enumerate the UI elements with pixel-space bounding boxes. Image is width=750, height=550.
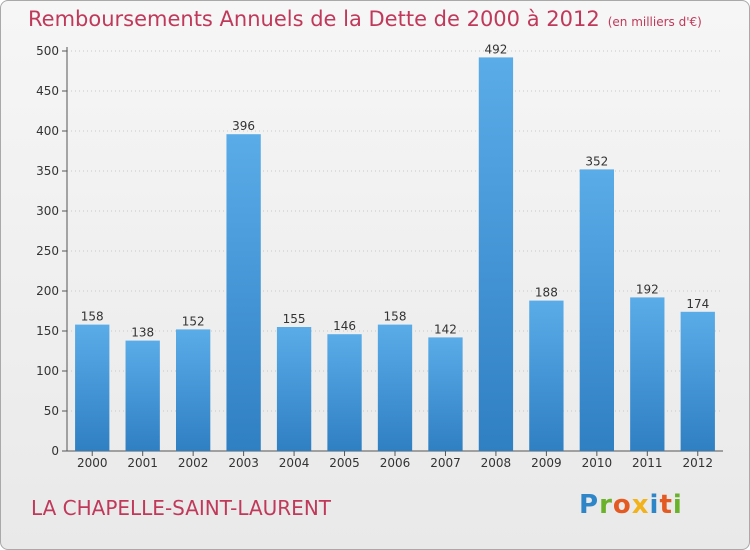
- proxiti-logo: Proxiti: [579, 490, 683, 520]
- logo-letter: r: [599, 490, 613, 520]
- data-label: 158: [384, 310, 407, 324]
- y-tick-label: 200: [36, 284, 59, 298]
- x-tick-label: 2011: [632, 456, 663, 470]
- logo-letter: o: [612, 490, 632, 520]
- data-label: 492: [484, 42, 507, 56]
- bar: [529, 300, 564, 451]
- data-label: 155: [283, 312, 306, 326]
- data-label: 192: [636, 282, 659, 296]
- data-label: 188: [535, 286, 558, 300]
- data-label: 146: [333, 319, 356, 333]
- labels: 2000 158 2001 138 2002 152 2003 396 2004 155 2005 1…: [77, 42, 713, 470]
- logo-letter: P: [579, 490, 600, 520]
- bar: [579, 169, 615, 451]
- y-tick-label: 100: [36, 364, 59, 378]
- bar: [276, 327, 312, 451]
- bar: [75, 324, 110, 451]
- x-tick-label: 2004: [279, 456, 310, 470]
- data-label: 142: [434, 322, 457, 336]
- x-tick-label: 2001: [127, 456, 158, 470]
- bar: [428, 337, 463, 451]
- x-tick-label: 2009: [531, 456, 562, 470]
- x-tick-label: 2002: [178, 456, 209, 470]
- bar: [377, 324, 413, 451]
- x-tick-label: 2005: [329, 456, 360, 470]
- bars: [75, 57, 715, 452]
- x-tick-label: 2012: [682, 456, 713, 470]
- y-tick-label: 450: [36, 84, 59, 98]
- bar: [175, 329, 211, 451]
- y-tick-label: 350: [36, 164, 59, 178]
- logo-letter: x: [631, 490, 650, 520]
- bar: [226, 134, 261, 451]
- data-label: 152: [182, 314, 205, 328]
- city-name: LA CHAPELLE-SAINT-LAURENT: [31, 496, 331, 520]
- x-tick-label: 2003: [228, 456, 259, 470]
- y-tick-label: 300: [36, 204, 59, 218]
- data-label: 352: [585, 154, 608, 168]
- y-tick-label: 50: [44, 404, 59, 418]
- data-label: 396: [232, 119, 255, 133]
- data-label: 158: [81, 310, 104, 324]
- chart-title-text: Remboursements Annuels de la Dette de 20…: [28, 7, 600, 31]
- logo-letter: i: [672, 490, 683, 520]
- bar: [478, 57, 514, 452]
- logo-letter: t: [659, 490, 673, 520]
- x-tick-label: 2006: [380, 456, 411, 470]
- data-label: 174: [686, 297, 709, 311]
- chart-unit-label: (en milliers d'€): [607, 15, 702, 29]
- data-label: 138: [131, 326, 154, 340]
- y-tick-label: 250: [36, 244, 59, 258]
- x-tick-label: 2007: [430, 456, 461, 470]
- y-tick-label: 500: [36, 44, 59, 58]
- bar: [327, 334, 362, 451]
- y-tick-label: 0: [51, 444, 59, 458]
- x-tick-label: 2008: [481, 456, 512, 470]
- chart-title: Remboursements Annuels de la Dette de 20…: [28, 7, 702, 31]
- logo-letter: i: [649, 490, 660, 520]
- bar: [630, 297, 665, 451]
- bar: [680, 311, 715, 451]
- x-tick-label: 2000: [77, 456, 108, 470]
- bar: [125, 340, 160, 451]
- x-tick-label: 2010: [582, 456, 613, 470]
- y-tick-label: 400: [36, 124, 59, 138]
- y-tick-label: 150: [36, 324, 59, 338]
